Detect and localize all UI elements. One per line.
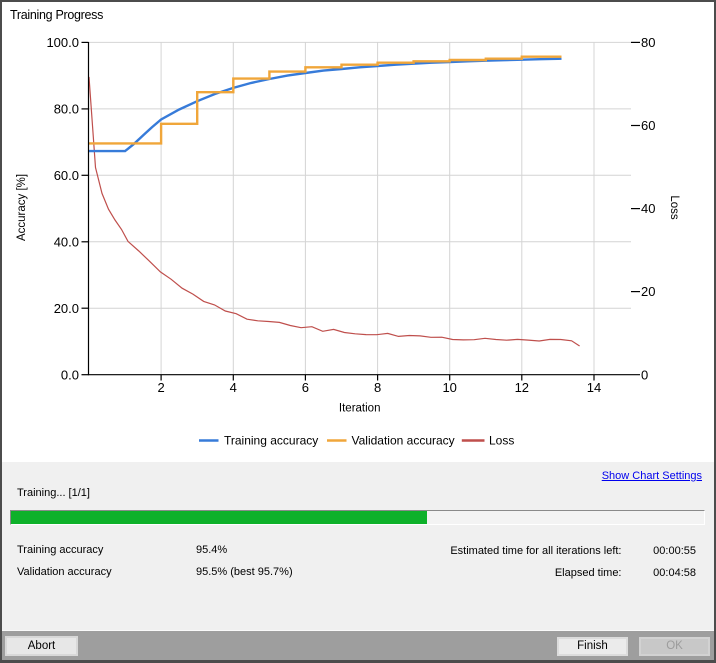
svg-text:Iteration: Iteration [339, 403, 381, 415]
svg-text:80.0: 80.0 [54, 102, 79, 117]
svg-text:20.0: 20.0 [54, 301, 79, 316]
svg-text:0.0: 0.0 [61, 367, 79, 382]
svg-text:4: 4 [230, 380, 237, 395]
svg-text:60: 60 [641, 118, 655, 133]
svg-text:14: 14 [587, 380, 601, 395]
svg-text:80: 80 [641, 35, 655, 50]
svg-text:10: 10 [442, 380, 456, 395]
svg-text:Accuracy [%]: Accuracy [%] [16, 174, 28, 241]
svg-text:0: 0 [641, 367, 648, 382]
svg-text:8: 8 [374, 380, 381, 395]
svg-text:60.0: 60.0 [54, 168, 79, 183]
svg-text:40: 40 [641, 201, 655, 216]
svg-text:2: 2 [157, 380, 164, 395]
svg-text:6: 6 [302, 380, 309, 395]
svg-text:40.0: 40.0 [54, 235, 79, 250]
svg-text:12: 12 [515, 380, 529, 395]
svg-text:Loss: Loss [489, 434, 514, 448]
svg-text:Validation accuracy: Validation accuracy [352, 434, 455, 448]
svg-text:100.0: 100.0 [46, 35, 79, 50]
svg-text:20: 20 [641, 284, 655, 299]
svg-text:Training accuracy: Training accuracy [224, 434, 318, 448]
svg-text:Loss: Loss [668, 195, 680, 220]
